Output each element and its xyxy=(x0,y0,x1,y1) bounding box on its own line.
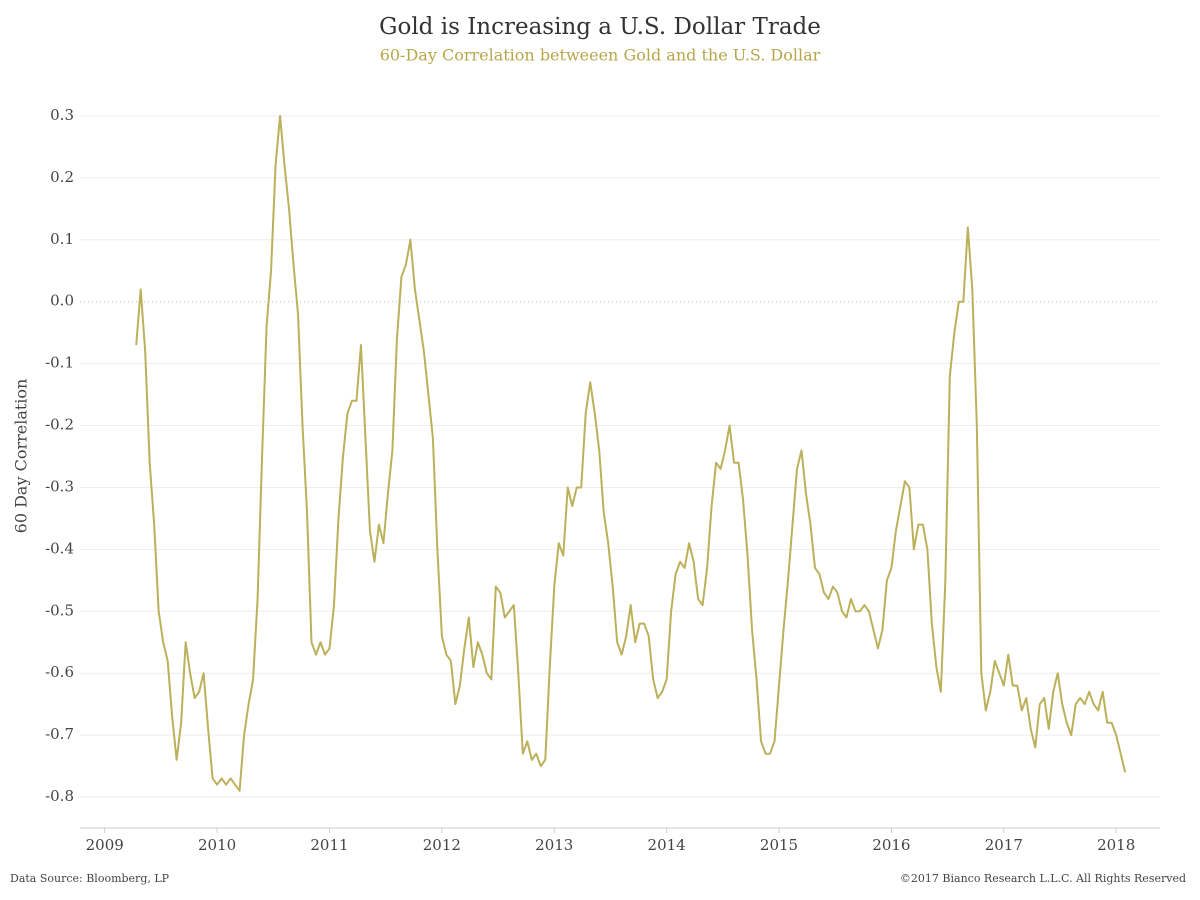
x-tick-label: 2018 xyxy=(1097,836,1135,854)
y-tick-label: -0.2 xyxy=(45,416,74,434)
y-tick-label: -0.4 xyxy=(45,539,74,557)
x-tick-label: 2009 xyxy=(86,836,124,854)
x-tick-label: 2016 xyxy=(872,836,910,854)
source-note: Data Source: Bloomberg, LP xyxy=(10,872,170,885)
chart-subtitle: 60-Day Correlation betweeen Gold and the… xyxy=(380,46,821,65)
data-line xyxy=(135,114,1127,792)
y-tick-label: 0.2 xyxy=(50,168,74,186)
x-tick-label: 2014 xyxy=(648,836,686,854)
y-tick-label: -0.6 xyxy=(45,663,74,681)
x-tick-label: 2012 xyxy=(423,836,461,854)
y-tick-label: -0.8 xyxy=(45,787,74,805)
y-tick-label: 0.1 xyxy=(50,230,74,248)
chart-title: Gold is Increasing a U.S. Dollar Trade xyxy=(379,14,821,40)
y-tick-label: -0.1 xyxy=(45,354,74,372)
y-tick-label: -0.5 xyxy=(45,601,74,619)
y-tick-label: 0.0 xyxy=(50,292,74,310)
x-tick-label: 2011 xyxy=(310,836,348,854)
y-tick-label: -0.3 xyxy=(45,477,74,495)
copyright-note: ©2017 Bianco Research L.L.C. All Rights … xyxy=(900,872,1186,885)
y-tick-label: 0.3 xyxy=(50,106,74,124)
x-tick-label: 2013 xyxy=(535,836,573,854)
x-tick-label: 2015 xyxy=(760,836,798,854)
y-axis-label: 60 Day Correlation xyxy=(12,379,31,534)
y-tick-label: -0.7 xyxy=(45,725,74,743)
x-tick-label: 2017 xyxy=(985,836,1023,854)
x-tick-label: 2010 xyxy=(198,836,236,854)
